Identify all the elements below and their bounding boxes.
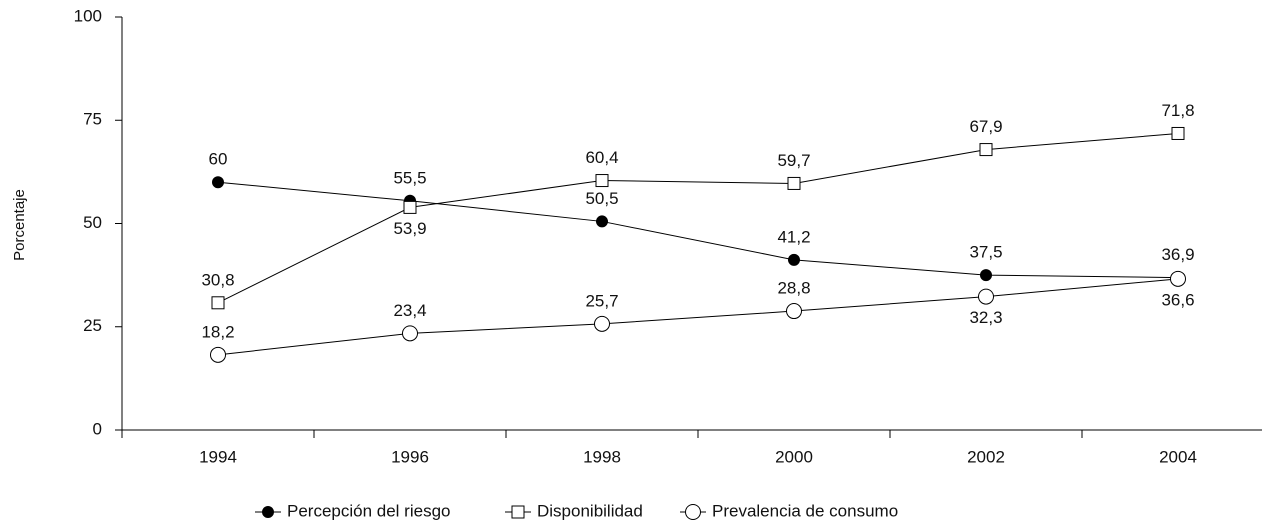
series-line: [217, 132, 1179, 304]
y-tick-label: 0: [93, 419, 102, 438]
y-tick-label: 50: [83, 213, 102, 232]
data-label: 60,4: [585, 148, 618, 167]
legend-marker: [262, 506, 274, 518]
x-tick-label: 1998: [583, 447, 621, 466]
data-point: [212, 176, 224, 189]
legend-marker: [511, 505, 525, 519]
data-label: 67,9: [969, 117, 1002, 136]
data-label: 59,7: [777, 151, 810, 170]
data-point: [980, 269, 992, 282]
data-label: 23,4: [393, 301, 426, 320]
data-point: [211, 296, 225, 310]
series-line: [217, 278, 1179, 356]
data-point: [595, 174, 609, 188]
data-point: [403, 200, 417, 214]
data-label: 50,5: [585, 189, 618, 208]
data-point: [979, 143, 993, 157]
data-point: [788, 253, 800, 266]
data-label: 28,8: [777, 279, 810, 298]
data-point: [210, 346, 226, 363]
data-point: [594, 315, 610, 332]
data-label: 41,2: [777, 227, 810, 246]
x-tick-label: 2002: [967, 447, 1005, 466]
data-label: 32,3: [969, 308, 1002, 327]
y-tick-label: 100: [74, 6, 102, 25]
data-point: [1171, 126, 1185, 140]
data-point: [402, 325, 418, 342]
x-tick-label: 1994: [199, 447, 237, 466]
legend-label: Prevalencia de consumo: [712, 501, 898, 520]
data-label: 53,9: [393, 219, 426, 238]
x-tick-label: 2004: [1159, 447, 1197, 466]
data-label: 71,8: [1161, 101, 1194, 120]
data-label: 18,2: [201, 322, 234, 341]
data-point: [786, 303, 802, 320]
y-axis-label: Porcentaje: [11, 189, 28, 261]
y-tick-label: 75: [83, 110, 102, 129]
legend-label: Percepción del riesgo: [287, 501, 450, 520]
data-label: 25,7: [585, 291, 618, 310]
data-point: [787, 176, 801, 190]
data-label: 30,8: [201, 270, 234, 289]
data-label: 36,9: [1161, 245, 1194, 264]
legend-label: Disponibilidad: [537, 501, 643, 520]
y-tick-label: 25: [83, 316, 102, 335]
data-label: 55,5: [393, 168, 426, 187]
x-tick-label: 2000: [775, 447, 813, 466]
data-point: [1170, 270, 1186, 287]
legend-marker: [685, 504, 701, 520]
series-line: [217, 181, 1179, 279]
data-point: [978, 288, 994, 305]
data-point: [596, 215, 608, 228]
x-tick-label: 1996: [391, 447, 429, 466]
data-label: 60: [209, 150, 228, 169]
data-label: 36,6: [1161, 290, 1194, 309]
data-label: 37,5: [969, 243, 1002, 262]
